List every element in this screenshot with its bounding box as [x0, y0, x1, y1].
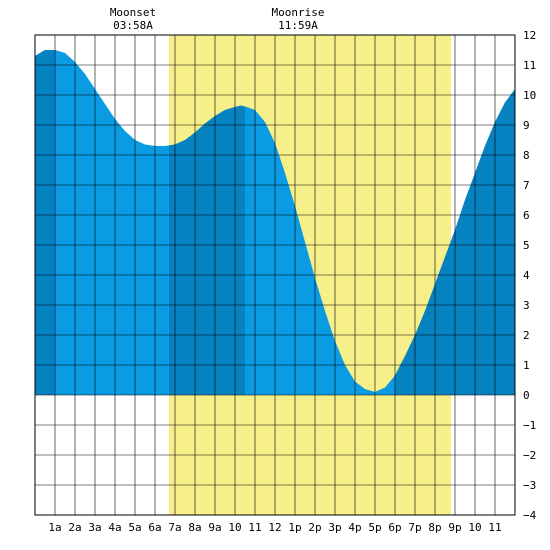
y-tick-label: −3 — [523, 479, 536, 492]
x-tick-label: 9a — [208, 521, 221, 534]
x-tick-label: 9p — [448, 521, 461, 534]
night-water-band — [35, 50, 54, 395]
y-tick-label: 6 — [523, 209, 530, 222]
y-tick-label: 4 — [523, 269, 530, 282]
moonrise-time: 11:59A — [278, 19, 318, 32]
moonset-time: 03:58A — [113, 19, 153, 32]
x-tick-label: 10 — [468, 521, 481, 534]
x-tick-label: 7a — [168, 521, 181, 534]
y-tick-label: −1 — [523, 419, 536, 432]
x-tick-label: 4a — [108, 521, 121, 534]
y-tick-label: 11 — [523, 59, 536, 72]
y-tick-label: −2 — [523, 449, 536, 462]
x-tick-label: 11 — [488, 521, 501, 534]
y-tick-label: 9 — [523, 119, 530, 132]
x-tick-label: 4p — [348, 521, 361, 534]
x-tick-label: 6p — [388, 521, 401, 534]
y-tick-label: 3 — [523, 299, 530, 312]
moonset-label: Moonset — [110, 6, 156, 19]
x-tick-label: 2p — [308, 521, 321, 534]
x-tick-label: 10 — [228, 521, 241, 534]
x-tick-label: 3p — [328, 521, 341, 534]
plot-frame — [34, 34, 516, 516]
y-tick-label: 12 — [523, 29, 536, 42]
x-tick-label: 12 — [268, 521, 281, 534]
x-tick-label: 5p — [368, 521, 381, 534]
moonrise-label: Moonrise — [272, 6, 325, 19]
x-tick-label: 1a — [48, 521, 61, 534]
x-tick-label: 8a — [188, 521, 201, 534]
y-tick-label: 10 — [523, 89, 536, 102]
y-tick-label: 8 — [523, 149, 530, 162]
x-tick-label: 2a — [68, 521, 81, 534]
x-tick-label: 8p — [428, 521, 441, 534]
x-tick-label: 6a — [148, 521, 161, 534]
y-tick-label: 1 — [523, 359, 530, 372]
x-tick-label: 5a — [128, 521, 141, 534]
x-tick-label: 7p — [408, 521, 421, 534]
y-tick-label: −4 — [523, 509, 537, 522]
y-tick-label: 2 — [523, 329, 530, 342]
x-tick-label: 11 — [248, 521, 261, 534]
y-tick-label: 7 — [523, 179, 530, 192]
y-tick-label: 5 — [523, 239, 530, 252]
x-tick-label: 1p — [288, 521, 301, 534]
x-tick-label: 3a — [88, 521, 101, 534]
y-tick-label: 0 — [523, 389, 530, 402]
